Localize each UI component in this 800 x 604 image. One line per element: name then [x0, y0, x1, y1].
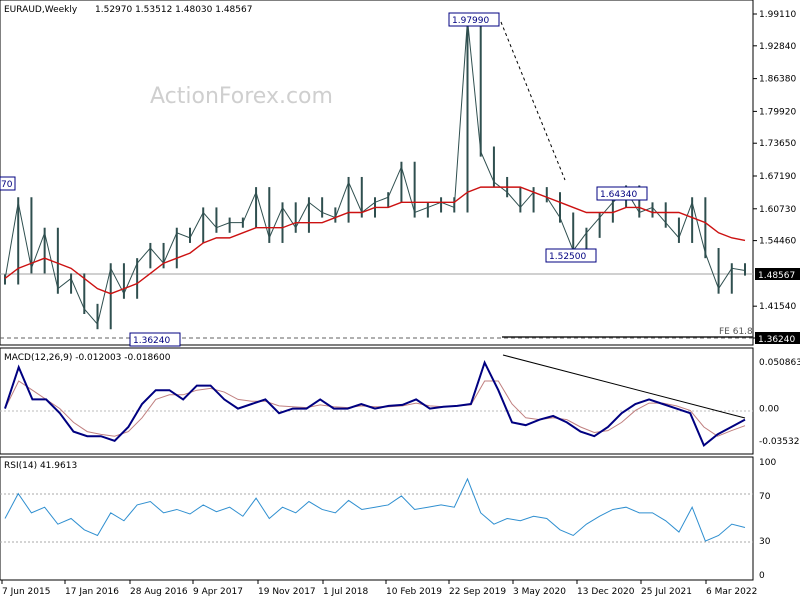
macd-pane: [0, 347, 754, 455]
macd-title: MACD(12,26,9) -0.012003 -0.018600: [4, 353, 171, 363]
price-bars: [4, 14, 746, 330]
svg-text:1.52500: 1.52500: [549, 252, 586, 262]
price-pane: [0, 0, 754, 346]
macd-tick-label: -0.035322: [759, 437, 800, 447]
rsi-tick-label: 0: [759, 571, 765, 581]
price-tick-label: 1.79920: [759, 107, 796, 117]
svg-text:1.97990: 1.97990: [452, 16, 489, 26]
price-tick-label: 1.99110: [759, 10, 796, 20]
rsi-tick-label: 70: [759, 492, 771, 502]
price-tick-label: 1.60730: [759, 205, 796, 215]
price-tick-label: 1.92840: [759, 42, 796, 52]
time-tick-label: 28 Aug 2016: [130, 587, 188, 597]
symbol-label: EURAUD,Weekly: [4, 5, 78, 15]
rsi-tick-label: 100: [759, 458, 776, 468]
svg-text:1.48567: 1.48567: [758, 271, 795, 281]
rsi-line: [4, 477, 746, 542]
time-tick-label: 17 Jan 2016: [65, 587, 119, 597]
time-tick-label: 19 Nov 2017: [258, 587, 316, 597]
watermark: ActionForex.com: [150, 84, 333, 109]
current-price-tag: 1.48567: [755, 268, 800, 281]
rsi-tick-label: 30: [759, 537, 771, 547]
time-tick-label: 6 Mar 2022: [706, 587, 757, 597]
macd-trendline: [502, 354, 746, 419]
sma-line: [4, 186, 746, 295]
price-tick-label: 1.54460: [759, 237, 796, 247]
svg-text:1.36240: 1.36240: [758, 335, 795, 345]
price-tick-label: 1.41540: [759, 302, 796, 312]
time-tick-label: 22 Sep 2019: [449, 587, 506, 597]
rsi-axis: 100 70 30 0: [759, 458, 776, 581]
annotation-low: 1.36240: [129, 332, 181, 347]
macd-tick-label: 0.00: [759, 405, 779, 415]
price-axis: 1.99110 1.92840 1.86380 1.79920 1.73650 1.671…: [753, 10, 796, 344]
price-close-line: [4, 19, 746, 326]
price-tick-label: 1.86380: [759, 75, 796, 85]
time-tick-label: 9 Apr 2017: [193, 587, 243, 597]
svg-text:1.36240: 1.36240: [133, 336, 170, 346]
decline-trendline: [500, 21, 566, 181]
rsi-title: RSI(14) 41.9613: [4, 461, 77, 471]
annotation-mid-high: 1.64340: [596, 186, 648, 201]
price-tick-label: 1.67190: [759, 172, 796, 182]
support-price-tag: 1.36240: [755, 332, 800, 345]
time-tick-label: 25 Jul 2021: [641, 587, 692, 597]
annotation-left-edge: 70: [0, 176, 16, 191]
macd-signal-line: [4, 380, 746, 437]
time-tick-label: 3 May 2020: [513, 587, 566, 597]
rsi-pane: [0, 456, 754, 581]
time-axis: 7 Jun 2015 17 Jan 2016 28 Aug 2016 9 Apr 20…: [1, 580, 757, 597]
macd-tick-label: 0.050863: [759, 358, 800, 368]
time-tick-label: 7 Jun 2015: [2, 587, 50, 597]
price-tick-label: 1.73650: [759, 139, 796, 149]
time-tick-label: 13 Dec 2020: [577, 587, 635, 597]
time-tick-label: 10 Feb 2019: [386, 587, 442, 597]
macd-line: [4, 359, 746, 448]
svg-text:1.64340: 1.64340: [600, 190, 637, 200]
annotation-high: 1.97990: [448, 12, 500, 27]
fe-label: FE 61.8: [719, 327, 753, 337]
annotation-mid-low: 1.52500: [545, 248, 597, 263]
svg-text:70: 70: [1, 180, 13, 190]
ohlc-label: 1.52970 1.53512 1.48030 1.48567: [95, 5, 252, 15]
macd-axis: 0.050863 0.00 -0.035322: [759, 358, 800, 447]
time-tick-label: 1 Jul 2018: [323, 587, 368, 597]
